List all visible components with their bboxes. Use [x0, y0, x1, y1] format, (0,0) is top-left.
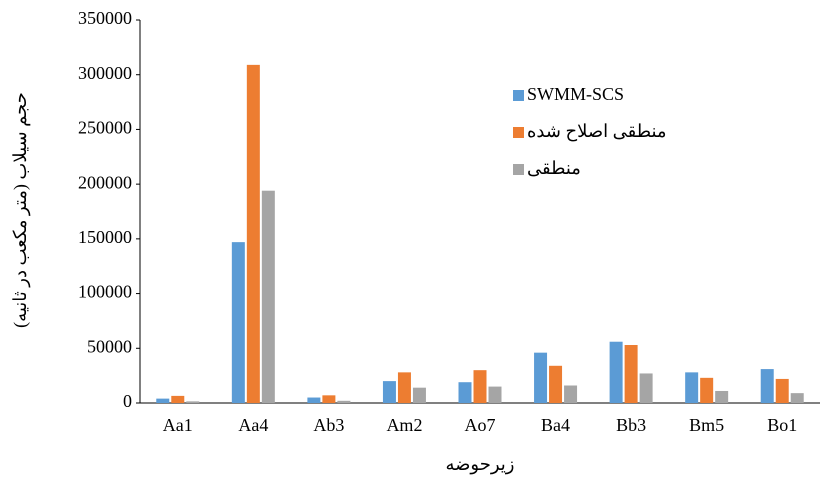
bar [186, 401, 200, 403]
bar [458, 382, 472, 403]
bar [246, 64, 260, 403]
x-tick-label: Am2 [386, 415, 422, 435]
x-tick-label: Bm5 [689, 415, 724, 435]
legend-label: SWMM-SCS [527, 84, 624, 104]
x-tick-label: Bb3 [616, 415, 646, 435]
bar [549, 365, 563, 403]
bar [700, 377, 714, 403]
bar [322, 395, 336, 403]
bar [685, 372, 699, 403]
legend-label: منطقی اصلاح شده [527, 121, 667, 142]
x-axis-title: زیرحوضه [446, 454, 515, 475]
bar [337, 400, 351, 403]
y-tick-label: 150000 [78, 227, 132, 247]
legend-swatch [513, 164, 524, 175]
y-tick-label: 0 [123, 391, 132, 411]
bar [397, 372, 411, 403]
bar [790, 393, 804, 403]
y-axis-title: حجم سیلاب (متر مکعب در ثانیه) [10, 92, 31, 328]
x-tick-label: Aa4 [238, 415, 268, 435]
x-tick-label: Aa1 [163, 415, 193, 435]
y-tick-label: 50000 [87, 336, 132, 356]
x-tick-label: Ba4 [541, 415, 570, 435]
bar [760, 369, 774, 403]
y-tick-label: 100000 [78, 282, 132, 302]
bar [156, 398, 170, 403]
bar [261, 190, 275, 403]
x-tick-label: Ab3 [313, 415, 344, 435]
bar [564, 385, 578, 403]
y-tick-label: 300000 [78, 63, 132, 83]
y-tick-label: 250000 [78, 118, 132, 138]
bar [534, 352, 548, 403]
x-tick-label: Ao7 [465, 415, 496, 435]
bar [639, 373, 653, 403]
bar [609, 341, 623, 403]
bar [715, 390, 729, 403]
legend-label: منطقی [527, 158, 581, 178]
bar [231, 242, 245, 403]
bar [775, 378, 789, 403]
y-tick-label: 350000 [78, 8, 132, 28]
bar [412, 387, 426, 403]
bar [473, 370, 487, 403]
legend-swatch [513, 127, 524, 138]
bar [624, 345, 638, 403]
legend-swatch [513, 90, 524, 101]
bar [171, 395, 185, 403]
bar [488, 386, 502, 403]
y-tick-label: 200000 [78, 172, 132, 192]
bar [382, 381, 396, 403]
x-tick-label: Bo1 [767, 415, 797, 435]
bar [307, 397, 321, 403]
